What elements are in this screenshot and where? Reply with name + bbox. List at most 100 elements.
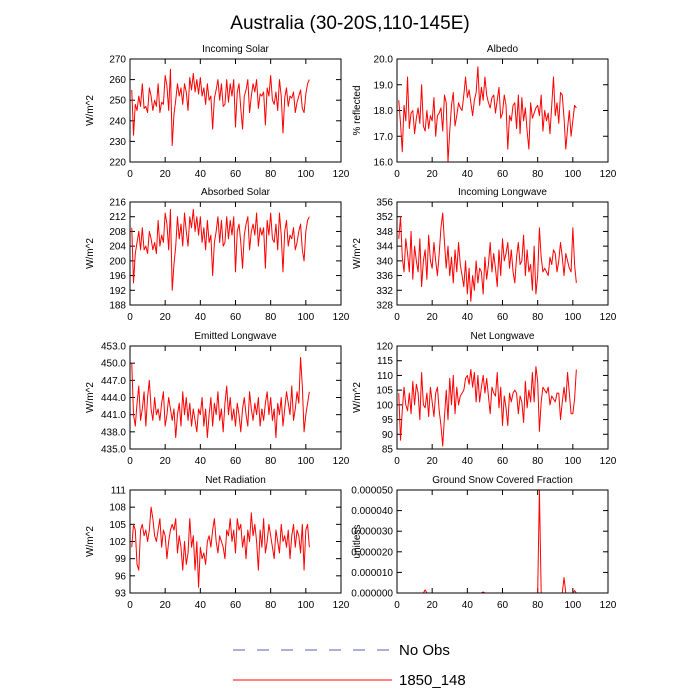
series-line-1850-148	[131, 68, 310, 147]
y-tick-label: 200	[109, 256, 126, 267]
panel-emitted-longwave: Emitted Longwave W/m^2 0 20 40 60 80 100 120 435.…	[85, 331, 350, 467]
x-tick-label: 80	[265, 456, 277, 467]
y-tick-label: 240	[109, 116, 126, 127]
y-tick-label: 208	[109, 227, 126, 238]
y-tick-label: 0.000000	[351, 589, 393, 600]
x-tick-label: 0	[394, 600, 400, 611]
y-tick-label: 328	[376, 301, 393, 312]
x-tick-label: 0	[127, 456, 133, 467]
panel-ground-snow-covered-fraction: Ground Snow Covered Fraction unitless 0 20 4…	[351, 475, 616, 611]
panel-title: Incoming Longwave	[458, 187, 547, 198]
y-tick-label: 100	[376, 400, 393, 411]
x-tick-label: 20	[160, 312, 172, 323]
x-tick-label: 20	[160, 600, 172, 611]
y-tick-label: 0.000040	[351, 506, 393, 517]
x-tick-label: 0	[394, 312, 400, 323]
x-tick-label: 0	[127, 169, 133, 180]
x-tick-label: 40	[195, 600, 207, 611]
x-tick-label: 100	[297, 169, 314, 180]
y-axis-label: % reflected	[352, 85, 363, 135]
y-tick-label: 95	[382, 415, 394, 426]
x-tick-label: 100	[564, 456, 581, 467]
y-axis-label: W/m^2	[85, 526, 96, 557]
panel-absorbed-solar: Absorbed Solar W/m^2 0 20 40 60 80 100 120 188 192…	[85, 187, 350, 323]
y-tick-label: 0.000030	[351, 527, 393, 538]
x-tick-label: 100	[564, 600, 581, 611]
panel-title: Ground Snow Covered Fraction	[432, 475, 573, 486]
x-tick-label: 100	[297, 456, 314, 467]
y-tick-label: 348	[376, 227, 393, 238]
y-tick-label: 96	[115, 571, 127, 582]
y-tick-label: 212	[109, 212, 126, 223]
panel-albedo: Albedo % reflected 0 20 40 60 80 100 120 16.0 17.0…	[352, 44, 617, 180]
x-tick-label: 120	[600, 456, 617, 467]
y-tick-label: 435.0	[101, 445, 126, 456]
panel-title: Net Radiation	[205, 475, 266, 486]
series-line-1850-148	[131, 356, 310, 439]
y-tick-label: 105	[109, 520, 126, 531]
x-tick-label: 40	[195, 312, 207, 323]
y-tick-label: 270	[109, 55, 126, 66]
x-tick-label: 80	[532, 169, 544, 180]
y-tick-label: 356	[376, 198, 393, 209]
y-tick-label: 102	[109, 537, 126, 548]
x-tick-label: 60	[497, 169, 509, 180]
x-tick-label: 80	[265, 169, 277, 180]
x-tick-label: 120	[600, 312, 617, 323]
x-tick-label: 0	[127, 312, 133, 323]
plot-frame	[129, 345, 342, 450]
x-tick-label: 0	[127, 600, 133, 611]
y-tick-label: 16.0	[374, 158, 394, 169]
y-tick-label: 115	[377, 356, 393, 367]
x-tick-label: 120	[333, 600, 350, 611]
plot-frame	[396, 58, 609, 163]
y-tick-label: 336	[376, 271, 393, 282]
x-tick-label: 20	[160, 169, 172, 180]
y-tick-label: 110	[377, 371, 393, 382]
y-tick-label: 438.0	[101, 427, 126, 438]
y-tick-label: 450.0	[101, 359, 126, 370]
x-tick-label: 80	[532, 312, 544, 323]
x-tick-label: 60	[497, 456, 509, 467]
y-tick-label: 344	[376, 242, 393, 253]
x-tick-label: 120	[333, 456, 350, 467]
y-tick-label: 111	[111, 486, 127, 497]
panel-title: Incoming Solar	[202, 44, 269, 55]
panel-incoming-longwave: Incoming Longwave W/m^2 0 20 40 60 80 100 120 328…	[352, 187, 617, 323]
y-tick-label: 220	[109, 158, 126, 169]
series-line-1850-148	[398, 366, 577, 447]
plot-frame	[396, 489, 609, 594]
y-tick-label: 230	[109, 137, 126, 148]
y-tick-label: 85	[382, 445, 394, 456]
x-tick-label: 100	[297, 600, 314, 611]
y-tick-label: 340	[376, 256, 393, 267]
x-tick-label: 60	[497, 312, 509, 323]
x-tick-label: 0	[394, 169, 400, 180]
y-tick-label: 20.0	[374, 55, 394, 66]
y-tick-label: 0.000050	[351, 486, 393, 497]
x-tick-label: 100	[564, 312, 581, 323]
y-tick-label: 260	[109, 75, 126, 86]
panel-net-longwave: Net Longwave W/m^2 0 20 40 60 80 100 120 85 90 95 10…	[352, 331, 617, 467]
x-tick-label: 100	[564, 169, 581, 180]
y-tick-label: 192	[109, 286, 126, 297]
plot-frame	[129, 201, 342, 306]
panel-title: Albedo	[487, 44, 519, 55]
x-tick-label: 80	[265, 600, 277, 611]
plot-frame	[396, 201, 609, 306]
x-tick-label: 40	[462, 169, 474, 180]
y-axis-label: W/m^2	[352, 382, 363, 413]
y-tick-label: 18.0	[374, 106, 394, 117]
series-line-1850-148	[398, 489, 577, 594]
x-tick-label: 60	[230, 169, 242, 180]
y-tick-label: 447.0	[101, 376, 126, 387]
x-tick-label: 20	[427, 456, 439, 467]
legend: No Obs 1850_148	[233, 642, 466, 689]
plot-frame	[129, 58, 342, 163]
y-tick-label: 0.000010	[351, 568, 393, 579]
x-tick-label: 120	[333, 169, 350, 180]
y-tick-label: 108	[109, 503, 126, 514]
y-tick-label: 93	[115, 589, 127, 600]
series-line-1850-148	[398, 212, 577, 302]
plot-frame	[129, 489, 342, 594]
